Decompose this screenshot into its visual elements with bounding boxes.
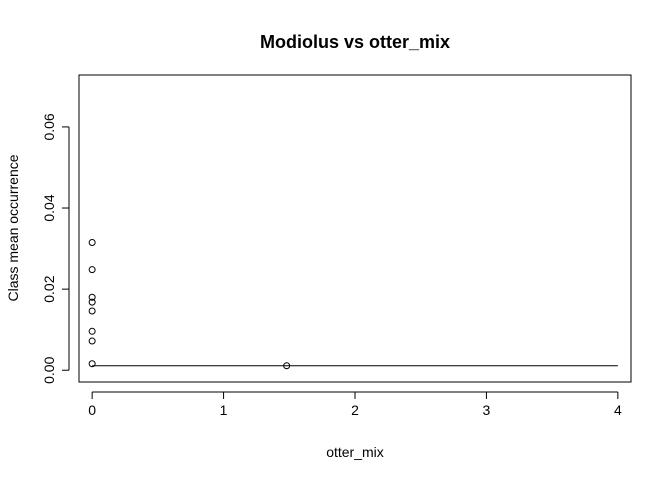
y-axis-label: Class mean occurrence <box>5 154 21 301</box>
data-point <box>88 327 96 335</box>
data-point <box>88 360 96 368</box>
data-point <box>283 362 291 370</box>
x-tick-label: 3 <box>483 402 491 418</box>
x-tick-label: 2 <box>351 402 359 418</box>
data-point <box>88 337 96 345</box>
y-axis: 0.00 0.02 0.04 0.06 <box>41 113 70 384</box>
y-tick-label: 0.04 <box>41 194 57 221</box>
data-point <box>88 298 96 306</box>
x-tick-label: 4 <box>614 402 622 418</box>
data-point <box>88 307 96 315</box>
x-axis: 0 1 2 3 4 <box>88 391 622 418</box>
plot-frame <box>78 74 632 383</box>
data-point <box>88 293 96 301</box>
x-axis-label: otter_mix <box>326 444 384 460</box>
y-tick-label: 0.00 <box>41 356 57 383</box>
y-tick-label: 0.02 <box>41 275 57 302</box>
y-tick-label: 0.06 <box>41 113 57 140</box>
data-series <box>88 238 618 370</box>
x-tick-label: 0 <box>88 402 96 418</box>
data-point <box>88 238 96 246</box>
chart-title: Modiolus vs otter_mix <box>260 32 450 52</box>
data-point <box>88 266 96 274</box>
x-tick-label: 1 <box>220 402 228 418</box>
